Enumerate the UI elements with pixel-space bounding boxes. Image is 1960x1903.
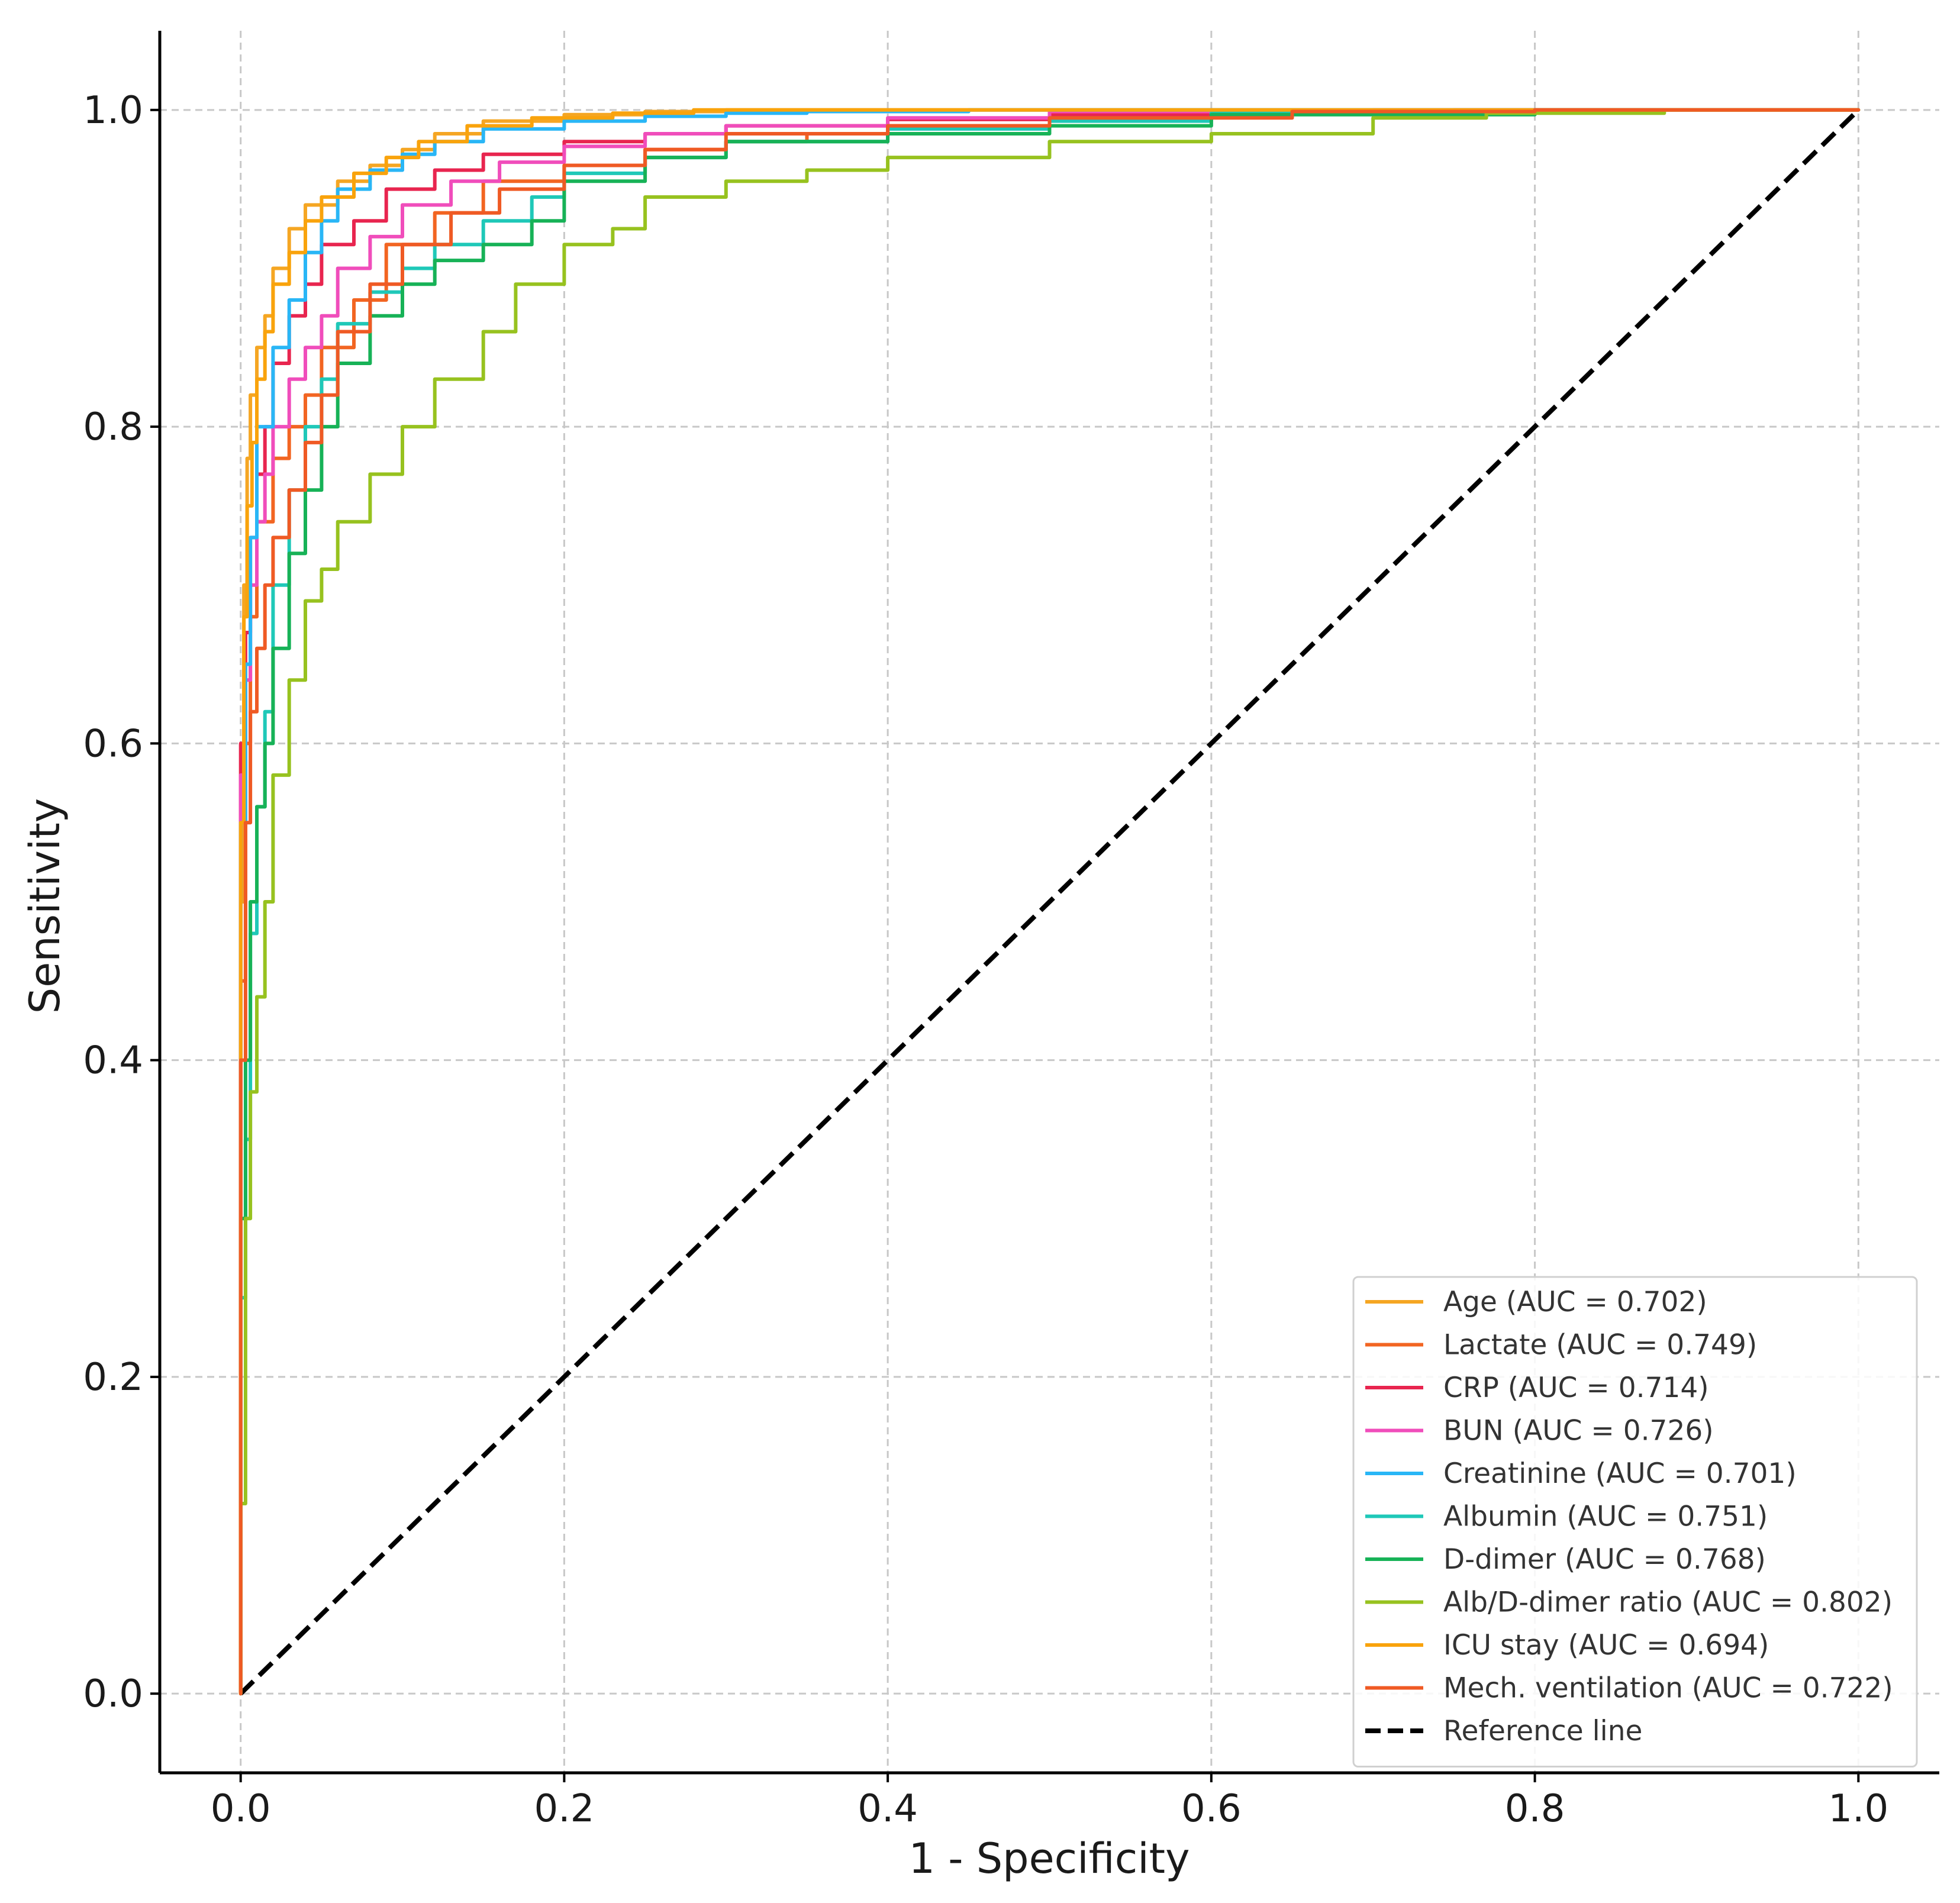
reference-line xyxy=(238,108,1861,1696)
y-axis-label: Sensitivity xyxy=(21,798,69,1014)
legend-label-bun: BUN (AUC = 0.726) xyxy=(1443,1415,1714,1447)
legend-label-albumin: Albumin (AUC = 0.751) xyxy=(1443,1501,1768,1533)
x-tick-label: 0.4 xyxy=(858,1787,918,1831)
legend-label-reference-line: Reference line xyxy=(1443,1715,1642,1747)
roc-curve-icu-stay xyxy=(238,108,1861,1696)
roc-curve-creatinine xyxy=(238,108,1861,1696)
y-tick-label: 1.0 xyxy=(83,89,143,133)
y-tick-label: 0.0 xyxy=(83,1672,143,1716)
legend: Age (AUC = 0.702) Lactate (AUC = 0.749) CR… xyxy=(1352,1276,1918,1767)
legend-label-alb-d-dimer-ratio: Alb/D-dimer ratio (AUC = 0.802) xyxy=(1443,1586,1893,1619)
x-tick-label: 0.8 xyxy=(1505,1787,1565,1831)
y-tick-label: 0.8 xyxy=(83,405,143,449)
legend-frame xyxy=(1352,1276,1918,1767)
legend-label-lactate: Lactate (AUC = 0.749) xyxy=(1443,1329,1757,1362)
reference-line-layer xyxy=(238,108,1861,1696)
ticks-layer: 0.0 0.2 0.4 0.6 0.8 1.0 0.0 0.2 0.4 0.6 0.8 1.0 xyxy=(83,89,1888,1831)
legend-label-age: Age (AUC = 0.702) xyxy=(1443,1286,1707,1318)
roc-curve-mech-ventilation xyxy=(238,108,1861,1696)
legend-label-mech-ventilation: Mech. ventilation (AUC = 0.722) xyxy=(1443,1672,1893,1705)
axes-layer xyxy=(158,31,1939,1775)
x-tick-label: 0.6 xyxy=(1181,1787,1242,1831)
roc-curve-alb-d-dimer-ratio xyxy=(238,108,1861,1696)
x-tick-label: 1.0 xyxy=(1828,1787,1888,1831)
legend-label-crp: CRP (AUC = 0.714) xyxy=(1443,1372,1709,1404)
roc-curve-d-dimer xyxy=(238,108,1861,1696)
y-tick-label: 0.6 xyxy=(83,722,143,766)
series-layer xyxy=(238,108,1861,1696)
y-tick-label: 0.4 xyxy=(83,1039,143,1083)
legend-label-d-dimer: D-dimer (AUC = 0.768) xyxy=(1443,1543,1766,1576)
legend-label-icu-stay: ICU stay (AUC = 0.694) xyxy=(1443,1629,1769,1662)
y-tick-label: 0.2 xyxy=(83,1356,143,1399)
x-tick-label: 0.0 xyxy=(211,1787,271,1831)
roc-curve-bun xyxy=(238,108,1861,1696)
legend-label-creatinine: Creatinine (AUC = 0.701) xyxy=(1443,1457,1797,1490)
x-axis-label: 1 - Specificity xyxy=(908,1834,1189,1883)
x-tick-label: 0.2 xyxy=(534,1787,595,1831)
